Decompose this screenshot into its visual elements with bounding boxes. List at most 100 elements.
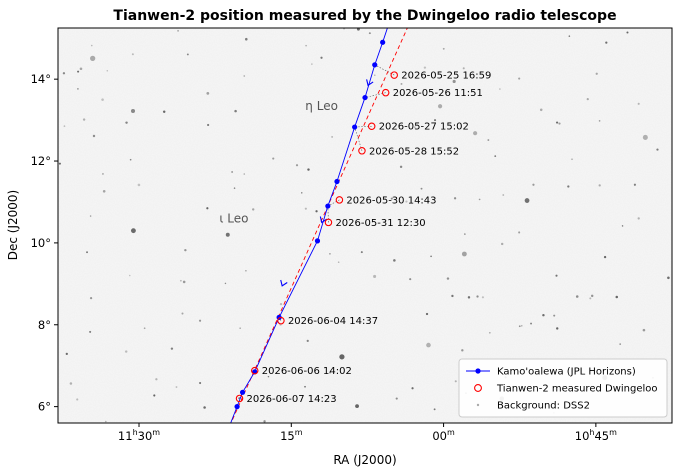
background-star xyxy=(656,148,659,151)
background-star xyxy=(92,134,96,138)
background-star xyxy=(328,371,332,374)
background-star xyxy=(234,109,237,113)
background-star xyxy=(199,381,202,385)
y-tick-label: 14° xyxy=(31,72,51,86)
legend: Kamo'oalewa (JPL Horizons) Tianwen-2 meas… xyxy=(458,358,668,418)
background-star xyxy=(430,255,432,258)
tianwen2-point xyxy=(390,71,398,79)
legend-dot-swatch xyxy=(475,368,481,374)
kamooalewa-point xyxy=(352,124,358,130)
background-texture xyxy=(58,28,672,423)
background-star xyxy=(524,198,530,203)
background-star xyxy=(179,279,182,282)
background-star xyxy=(420,187,423,190)
background-star xyxy=(77,88,79,90)
plot-area: η Leo ι Leo 2026-05-25 16:59 2026-05-26 11… xyxy=(57,27,673,442)
background-star xyxy=(65,352,68,356)
background-star xyxy=(198,319,202,322)
background-star xyxy=(128,274,131,277)
background-star xyxy=(263,420,266,423)
x-tick-label: 15m xyxy=(280,428,303,443)
background-star xyxy=(82,118,86,121)
background-star xyxy=(461,251,467,257)
background-star xyxy=(462,67,465,70)
measurement-label: 2026-05-28 15:52 xyxy=(369,146,459,157)
background-star xyxy=(405,200,408,203)
background-star xyxy=(295,164,299,167)
kamooalewa-point xyxy=(325,203,331,209)
background-star xyxy=(279,302,283,306)
background-star xyxy=(170,347,174,350)
legend-label: Kamo'oalewa (JPL Horizons) xyxy=(497,367,636,378)
direction-arrow xyxy=(280,279,288,287)
legend-item: Kamo'oalewa (JPL Horizons) xyxy=(466,367,636,378)
background-star xyxy=(206,91,210,95)
background-star xyxy=(130,228,136,234)
background-star xyxy=(373,274,377,278)
legend-circle-swatch xyxy=(474,384,482,392)
background-star xyxy=(575,295,579,298)
background-star xyxy=(137,183,141,187)
kamooalewa-point xyxy=(234,404,240,410)
background-star xyxy=(131,53,134,56)
background-star xyxy=(473,131,478,136)
background-star xyxy=(502,194,505,196)
tianwen2-point xyxy=(358,147,366,155)
kamooalewa-track xyxy=(222,28,388,442)
y-tick-label: 6° xyxy=(38,400,51,414)
background-star xyxy=(626,31,629,34)
kamooalewa-point xyxy=(222,437,227,442)
background-star xyxy=(590,294,594,298)
background-star xyxy=(186,53,189,56)
background-star xyxy=(267,375,270,378)
background-star xyxy=(311,63,313,65)
background-star xyxy=(442,47,445,50)
background-star xyxy=(106,69,109,72)
background-star xyxy=(374,74,376,76)
background-star xyxy=(426,342,431,348)
x-tick-label: 00m xyxy=(432,428,455,443)
background-star xyxy=(393,259,396,262)
background-star xyxy=(177,29,180,32)
background-star xyxy=(598,184,601,187)
background-star xyxy=(155,378,158,381)
background-star xyxy=(105,420,107,423)
background-star xyxy=(542,313,545,317)
background-star xyxy=(77,70,80,73)
tianwen2-point xyxy=(381,88,390,97)
background-star xyxy=(425,312,429,316)
background-star xyxy=(207,123,210,127)
y-tick-label: 8° xyxy=(38,318,51,332)
background-star xyxy=(124,350,128,353)
star-label: ι Leo xyxy=(219,211,248,225)
star-label: η Leo xyxy=(305,99,338,113)
y-tick-label: 10° xyxy=(31,236,51,250)
background-star xyxy=(130,108,136,114)
kamooalewa-point xyxy=(314,238,321,244)
background-star xyxy=(337,261,340,263)
background-star xyxy=(637,217,640,220)
background-star xyxy=(558,122,561,125)
background-star xyxy=(224,282,227,285)
measurement-label: 2026-05-30 14:43 xyxy=(346,195,436,206)
measurement-label: 2026-05-26 11:51 xyxy=(393,88,483,99)
background-star xyxy=(331,135,334,138)
background-star xyxy=(395,397,398,400)
background-star xyxy=(518,325,521,328)
y-axis-ticks: 6° 8° 10° 12° 14° xyxy=(31,72,58,414)
measurement-labels: 2026-05-25 16:59 2026-05-26 11:51 2026-05-… xyxy=(247,71,492,405)
background-star xyxy=(520,324,523,327)
background-star xyxy=(162,110,166,114)
tianwen2-point xyxy=(235,394,244,403)
background-star xyxy=(238,397,241,400)
measurement-label: 2026-06-04 14:37 xyxy=(288,316,378,327)
background-star xyxy=(86,251,88,254)
background-star xyxy=(555,121,559,124)
tianwen2-point xyxy=(335,196,344,204)
background-star xyxy=(69,382,73,385)
background-star xyxy=(499,88,501,90)
background-star xyxy=(481,296,485,299)
x-tick-label: 11h30m xyxy=(118,428,160,443)
background-star xyxy=(642,134,648,140)
